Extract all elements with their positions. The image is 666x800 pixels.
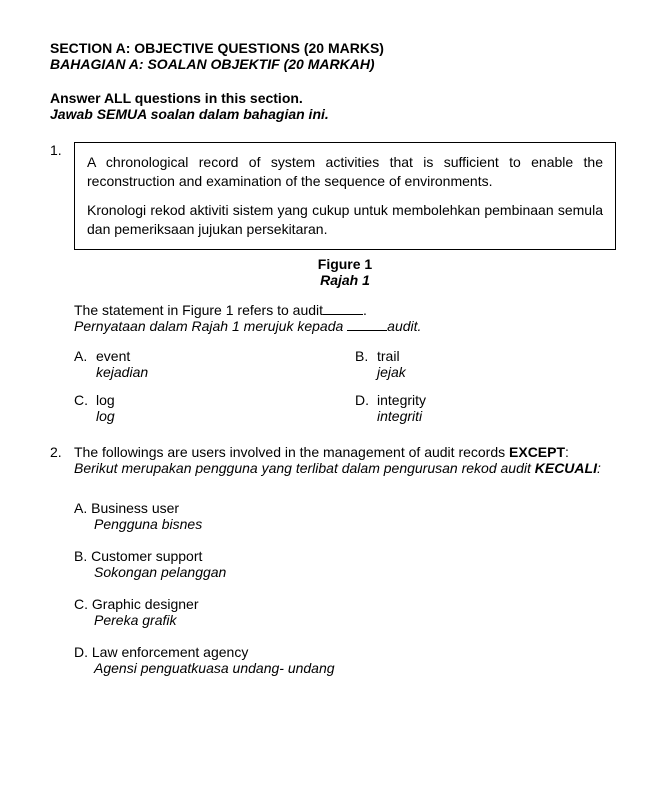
q2-option-c: C. Graphic designer Pereka grafik	[74, 596, 616, 628]
question-2: 2. The followings are users involved in …	[50, 444, 616, 692]
figure-label-en: Figure 1	[318, 256, 372, 272]
blank-line	[347, 330, 387, 331]
instruction-en: Answer ALL questions in this section.	[50, 90, 616, 106]
q1-option-b: B. trail jejak	[355, 348, 616, 380]
q1-stem: The statement in Figure 1 refers to audi…	[74, 302, 616, 334]
option-text-my: Agensi penguatkuasa undang- undang	[74, 660, 616, 676]
q1-option-a: A. event kejadian	[74, 348, 335, 380]
figure-label: Figure 1 Rajah 1	[74, 256, 616, 288]
q1-options: A. event kejadian B. trail jejak C. log …	[74, 348, 616, 424]
option-text-en: B. Customer support	[74, 548, 616, 564]
q2-stem-en-post: :	[565, 444, 569, 460]
instruction-my: Jawab SEMUA soalan dalam bahagian ini.	[50, 106, 616, 122]
q2-stem-my-pre: Berikut merupakan pengguna yang terlibat…	[74, 460, 535, 476]
figure-label-my: Rajah 1	[320, 272, 370, 288]
option-letter: A.	[74, 348, 96, 380]
section-header: SECTION A: OBJECTIVE QUESTIONS (20 MARKS…	[50, 40, 616, 72]
blank-line	[323, 314, 363, 315]
option-text-en: A. Business user	[74, 500, 616, 516]
option-text-en: D. Law enforcement agency	[74, 644, 616, 660]
option-text-my: kejadian	[96, 364, 148, 380]
section-title-en: SECTION A: OBJECTIVE QUESTIONS (20 MARKS…	[50, 40, 616, 56]
q2-option-a: A. Business user Pengguna bisnes	[74, 500, 616, 532]
option-text-en: event	[96, 348, 130, 364]
q1-box-en: A chronological record of system activit…	[87, 153, 603, 191]
question-1: 1. A chronological record of system acti…	[50, 142, 616, 424]
q1-stem-my-post: audit.	[387, 318, 421, 334]
q1-stem-en-post: .	[363, 302, 367, 318]
q2-option-b: B. Customer support Sokongan pelanggan	[74, 548, 616, 580]
q1-option-d: D. integrity integriti	[355, 392, 616, 424]
q1-stem-en-pre: The statement in Figure 1 refers to audi…	[74, 302, 323, 318]
option-text-en: log	[96, 392, 115, 408]
option-text-my: Sokongan pelanggan	[74, 564, 616, 580]
option-text-my: integriti	[377, 408, 426, 424]
option-text-en: integrity	[377, 392, 426, 408]
q1-box-my: Kronologi rekod aktiviti sistem yang cuk…	[87, 201, 603, 239]
q2-option-d: D. Law enforcement agency Agensi penguat…	[74, 644, 616, 676]
q2-stem-en-pre: The followings are users involved in the…	[74, 444, 509, 460]
option-text-my: Pereka grafik	[74, 612, 616, 628]
option-letter: B.	[355, 348, 377, 380]
q1-figure-box: A chronological record of system activit…	[74, 142, 616, 250]
option-letter: D.	[355, 392, 377, 424]
q2-options: A. Business user Pengguna bisnes B. Cust…	[74, 500, 616, 676]
q2-stem-my-bold: KECUALI	[535, 460, 597, 476]
option-text-my: log	[96, 408, 115, 424]
q2-stem-my: Berikut merupakan pengguna yang terlibat…	[74, 460, 616, 476]
q1-stem-my-pre: Pernyataan dalam Rajah 1 merujuk kepada	[74, 318, 347, 334]
q2-stem-en-bold: EXCEPT	[509, 444, 565, 460]
option-text-my: Pengguna bisnes	[74, 516, 616, 532]
section-title-my: BAHAGIAN A: SOALAN OBJEKTIF (20 MARKAH)	[50, 56, 616, 72]
q1-number: 1.	[50, 142, 74, 424]
option-letter: C.	[74, 392, 96, 424]
q1-option-c: C. log log	[74, 392, 335, 424]
q2-stem-en: The followings are users involved in the…	[74, 444, 616, 460]
q2-number: 2.	[50, 444, 74, 692]
option-text-en: C. Graphic designer	[74, 596, 616, 612]
option-text-en: trail	[377, 348, 400, 364]
q2-stem-my-post: :	[597, 460, 601, 476]
option-text-my: jejak	[377, 364, 406, 380]
